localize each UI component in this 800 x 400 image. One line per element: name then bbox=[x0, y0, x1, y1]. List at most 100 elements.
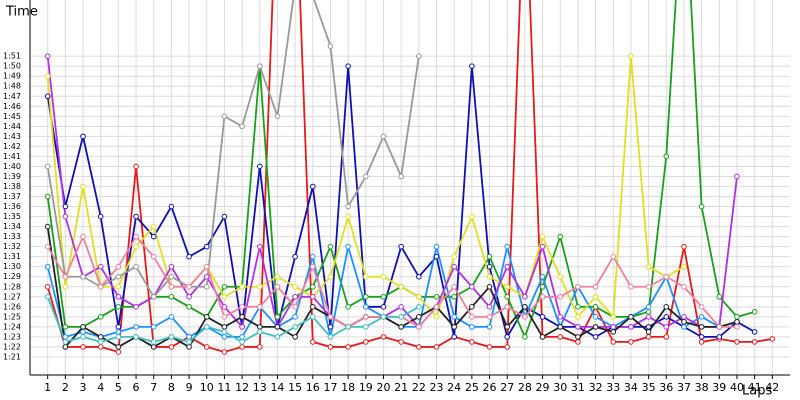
point bbox=[575, 324, 581, 330]
point bbox=[522, 314, 528, 320]
point bbox=[469, 63, 475, 69]
point bbox=[451, 324, 457, 330]
y-tick-label: 1:35 bbox=[3, 212, 21, 221]
point bbox=[292, 293, 298, 300]
point bbox=[256, 329, 263, 335]
y-tick-label: 1:46 bbox=[3, 102, 21, 111]
series-line bbox=[46, 0, 773, 354]
y-tick-label: 1:22 bbox=[3, 342, 21, 351]
point bbox=[504, 293, 511, 300]
point bbox=[150, 324, 157, 330]
y-tick-label: 1:48 bbox=[3, 82, 21, 91]
y-tick-label: 1:42 bbox=[3, 142, 21, 151]
point bbox=[345, 243, 351, 250]
point bbox=[486, 263, 493, 270]
point bbox=[274, 113, 281, 120]
point bbox=[575, 334, 581, 340]
point bbox=[168, 334, 175, 340]
point bbox=[203, 324, 210, 330]
x-tick-label: 39 bbox=[712, 381, 726, 394]
point bbox=[469, 314, 475, 320]
x-tick-label: 35 bbox=[642, 381, 656, 394]
point bbox=[592, 334, 599, 340]
y-tick-label: 1:47 bbox=[3, 92, 21, 101]
point bbox=[80, 334, 86, 340]
point bbox=[698, 314, 705, 320]
point bbox=[97, 283, 104, 290]
point bbox=[416, 53, 422, 59]
point bbox=[681, 314, 687, 320]
point bbox=[186, 283, 192, 290]
point bbox=[734, 319, 740, 325]
point bbox=[115, 263, 122, 270]
point bbox=[309, 263, 316, 270]
point bbox=[751, 309, 758, 315]
point bbox=[698, 304, 705, 310]
point bbox=[150, 233, 157, 240]
point bbox=[698, 324, 705, 330]
point bbox=[486, 283, 493, 290]
point bbox=[150, 293, 157, 300]
point bbox=[539, 273, 546, 280]
x-tick-label: 5 bbox=[115, 381, 122, 394]
point bbox=[203, 344, 210, 350]
point bbox=[557, 314, 564, 320]
point bbox=[769, 336, 776, 342]
point bbox=[380, 314, 387, 320]
point bbox=[345, 203, 351, 210]
point bbox=[734, 314, 740, 320]
point bbox=[645, 309, 652, 315]
y-tick-label: 1:45 bbox=[3, 112, 21, 121]
point bbox=[80, 133, 86, 140]
point bbox=[44, 93, 51, 100]
point bbox=[663, 324, 670, 330]
point bbox=[557, 334, 564, 340]
point bbox=[97, 314, 104, 320]
point bbox=[221, 314, 228, 320]
point bbox=[327, 243, 334, 250]
point bbox=[133, 243, 139, 250]
point bbox=[363, 304, 369, 310]
point bbox=[451, 334, 457, 340]
point bbox=[539, 243, 546, 250]
point bbox=[610, 253, 617, 260]
point bbox=[115, 324, 122, 330]
point bbox=[150, 339, 157, 345]
point bbox=[451, 263, 457, 270]
point bbox=[610, 329, 617, 335]
x-tick-label: 14 bbox=[270, 381, 284, 394]
point bbox=[97, 263, 104, 270]
x-axis-label: Laps bbox=[742, 384, 772, 399]
point bbox=[186, 253, 192, 260]
point bbox=[62, 339, 69, 345]
point bbox=[433, 253, 440, 260]
y-tick-label: 1:37 bbox=[3, 192, 21, 201]
point bbox=[115, 334, 122, 340]
point bbox=[168, 293, 175, 300]
point bbox=[239, 339, 245, 345]
point bbox=[309, 253, 316, 260]
point bbox=[133, 163, 139, 170]
point bbox=[203, 273, 210, 280]
point bbox=[698, 203, 705, 210]
point bbox=[504, 263, 511, 270]
point bbox=[97, 339, 104, 345]
point bbox=[239, 314, 245, 320]
point bbox=[610, 339, 617, 345]
point bbox=[309, 304, 316, 310]
point bbox=[698, 334, 705, 340]
x-tick-label: 13 bbox=[253, 381, 267, 394]
point bbox=[751, 329, 758, 335]
point bbox=[186, 334, 192, 340]
point bbox=[486, 344, 493, 350]
point bbox=[221, 293, 228, 300]
point bbox=[398, 314, 404, 320]
point bbox=[433, 243, 440, 250]
x-tick-label: 24 bbox=[447, 381, 461, 394]
point bbox=[292, 314, 298, 320]
point bbox=[274, 273, 281, 280]
point bbox=[645, 283, 652, 290]
point bbox=[363, 173, 369, 180]
x-tick-label: 31 bbox=[571, 381, 585, 394]
x-tick-label: 11 bbox=[217, 381, 231, 394]
